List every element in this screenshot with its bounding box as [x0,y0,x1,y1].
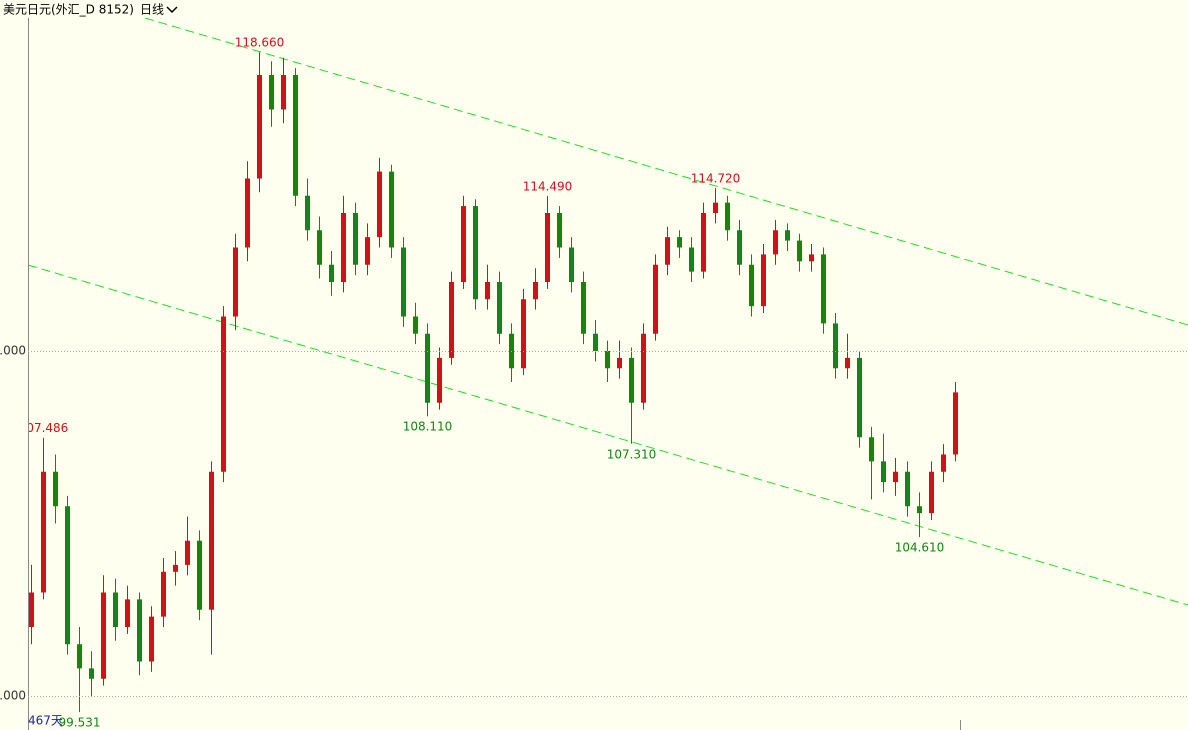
candle-body [449,281,454,358]
candle-body [917,506,922,514]
candle-body [197,540,202,610]
candle-body [173,564,178,572]
candle-body [821,254,826,324]
candle-body [137,599,142,662]
candle-body [653,264,658,334]
candle-body [689,247,694,272]
candle-body [425,333,430,403]
candle-body [785,230,790,241]
candle-body [893,471,898,483]
candle-body [281,74,286,110]
candle-body [461,206,466,282]
candle-body [833,323,838,369]
candle-body [761,254,766,307]
dropdown-chevron[interactable] [166,6,178,14]
price-annotation: 104.610 [895,540,945,554]
candle-body [437,357,442,403]
candle-body [725,202,730,231]
candle-body [713,202,718,213]
candle-body [257,74,262,179]
candle-body [941,454,946,472]
price-annotation: 107.310 [607,447,657,461]
candle-body [557,212,562,248]
candle-body [773,230,778,255]
candle-body [161,571,166,617]
candle-body [473,206,478,300]
price-annotation: 99.531 [59,716,101,730]
candle-body [389,171,394,248]
candle-body [629,357,634,403]
candle-body [545,212,550,282]
candle-body [209,471,214,610]
candle-body [869,437,874,462]
candle-body [845,357,850,369]
candle-body [125,599,130,627]
candle-body [401,247,406,317]
candle-body [569,247,574,282]
candle-body [677,237,682,248]
candle-body [377,171,382,238]
candle-body [341,212,346,282]
price-annotation: 114.720 [691,172,741,186]
price-annotation: 108.110 [403,420,453,434]
candle-body [497,281,502,334]
chart-title: 美元日元(外汇_D 8152) [3,3,134,17]
price-annotation: 118.660 [235,36,285,50]
candle-body [29,592,34,627]
candle-body [413,316,418,334]
candle-body [305,195,310,231]
candle-body [365,237,370,265]
candle-body [617,357,622,369]
candle-body [581,281,586,334]
candle-body [245,178,250,248]
period-selector[interactable]: 日线 [140,3,164,17]
candle-body [101,592,106,679]
candle-body [953,392,958,455]
candle-body [809,254,814,262]
day-count: 467天 [28,714,63,728]
candle-body [77,644,82,669]
candle-body [329,264,334,282]
candle-body [233,247,238,317]
candle-body [41,471,46,593]
candle-body [737,230,742,265]
plot-area: 107.486 99.531 118.660 108.110 114.490 107.31… [19,18,1188,730]
candle-body [797,240,802,262]
candle-body [149,616,154,662]
candle-body [89,668,94,679]
candle-body [113,592,118,627]
candle-body [53,471,58,507]
price-annotation: 107.486 [19,421,69,435]
candle-body [353,212,358,265]
y-tick-label: 100.000 [0,688,26,702]
candle-body [521,299,526,369]
y-tick-label: 110.000 [0,343,26,357]
candle-body [293,74,298,196]
candle-body [221,316,226,472]
candle-body [881,461,886,483]
candle-body [641,333,646,403]
candle-body [533,281,538,300]
candle-body [593,333,598,351]
candle-body [185,540,190,565]
candle-body [269,74,274,110]
candle-body [665,237,670,265]
candle-body [929,471,934,514]
price-annotation: 114.490 [523,180,573,194]
candle-body [701,212,706,272]
candle-body [905,471,910,507]
candle-body [749,264,754,307]
candle-body [317,230,322,265]
candle-body [485,281,490,300]
candle-body [605,350,610,369]
candle-body [65,506,70,645]
candle-body [857,357,862,438]
